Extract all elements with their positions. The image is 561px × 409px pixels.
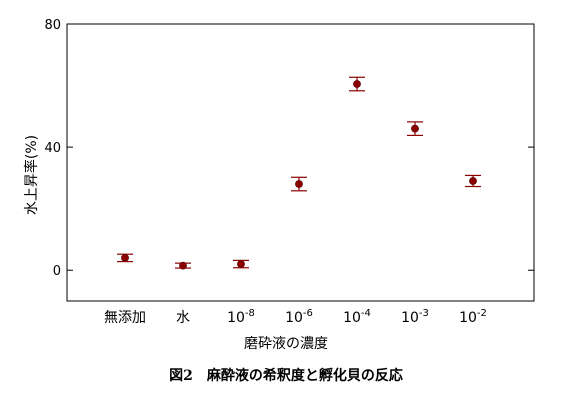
axes: 0 40 80 無添加 水 10-8 10-6 10-4 10-3 10-2 (44, 18, 535, 326)
data-marks (117, 76, 481, 270)
x-axis-label: 磨砕液の濃度 (244, 336, 328, 352)
y-axis-label: 水上昇率(%) (23, 135, 40, 215)
plot-frame (66, 23, 535, 302)
x-tick-label: 10-3 (401, 308, 429, 326)
data-point (121, 254, 129, 262)
data-point (295, 180, 303, 188)
x-tick-label: 10-6 (285, 308, 313, 326)
y-tick-label: 80 (44, 18, 61, 33)
figure-caption: 図2 麻酔液の希釈度と孵化貝の反応 (169, 367, 403, 384)
data-point (411, 124, 419, 133)
data-point (353, 80, 361, 88)
x-tick-label: 10-2 (459, 308, 487, 326)
x-tick-label: 10-8 (227, 308, 255, 326)
data-point (237, 260, 245, 268)
x-tick-label: 水 (176, 310, 190, 326)
x-tick-label: 10-4 (343, 308, 371, 326)
data-point (469, 177, 477, 185)
data-point (179, 261, 187, 270)
x-tick-label: 無添加 (104, 310, 146, 326)
y-tick-label: 40 (44, 141, 61, 156)
y-tick-label: 0 (53, 264, 61, 279)
